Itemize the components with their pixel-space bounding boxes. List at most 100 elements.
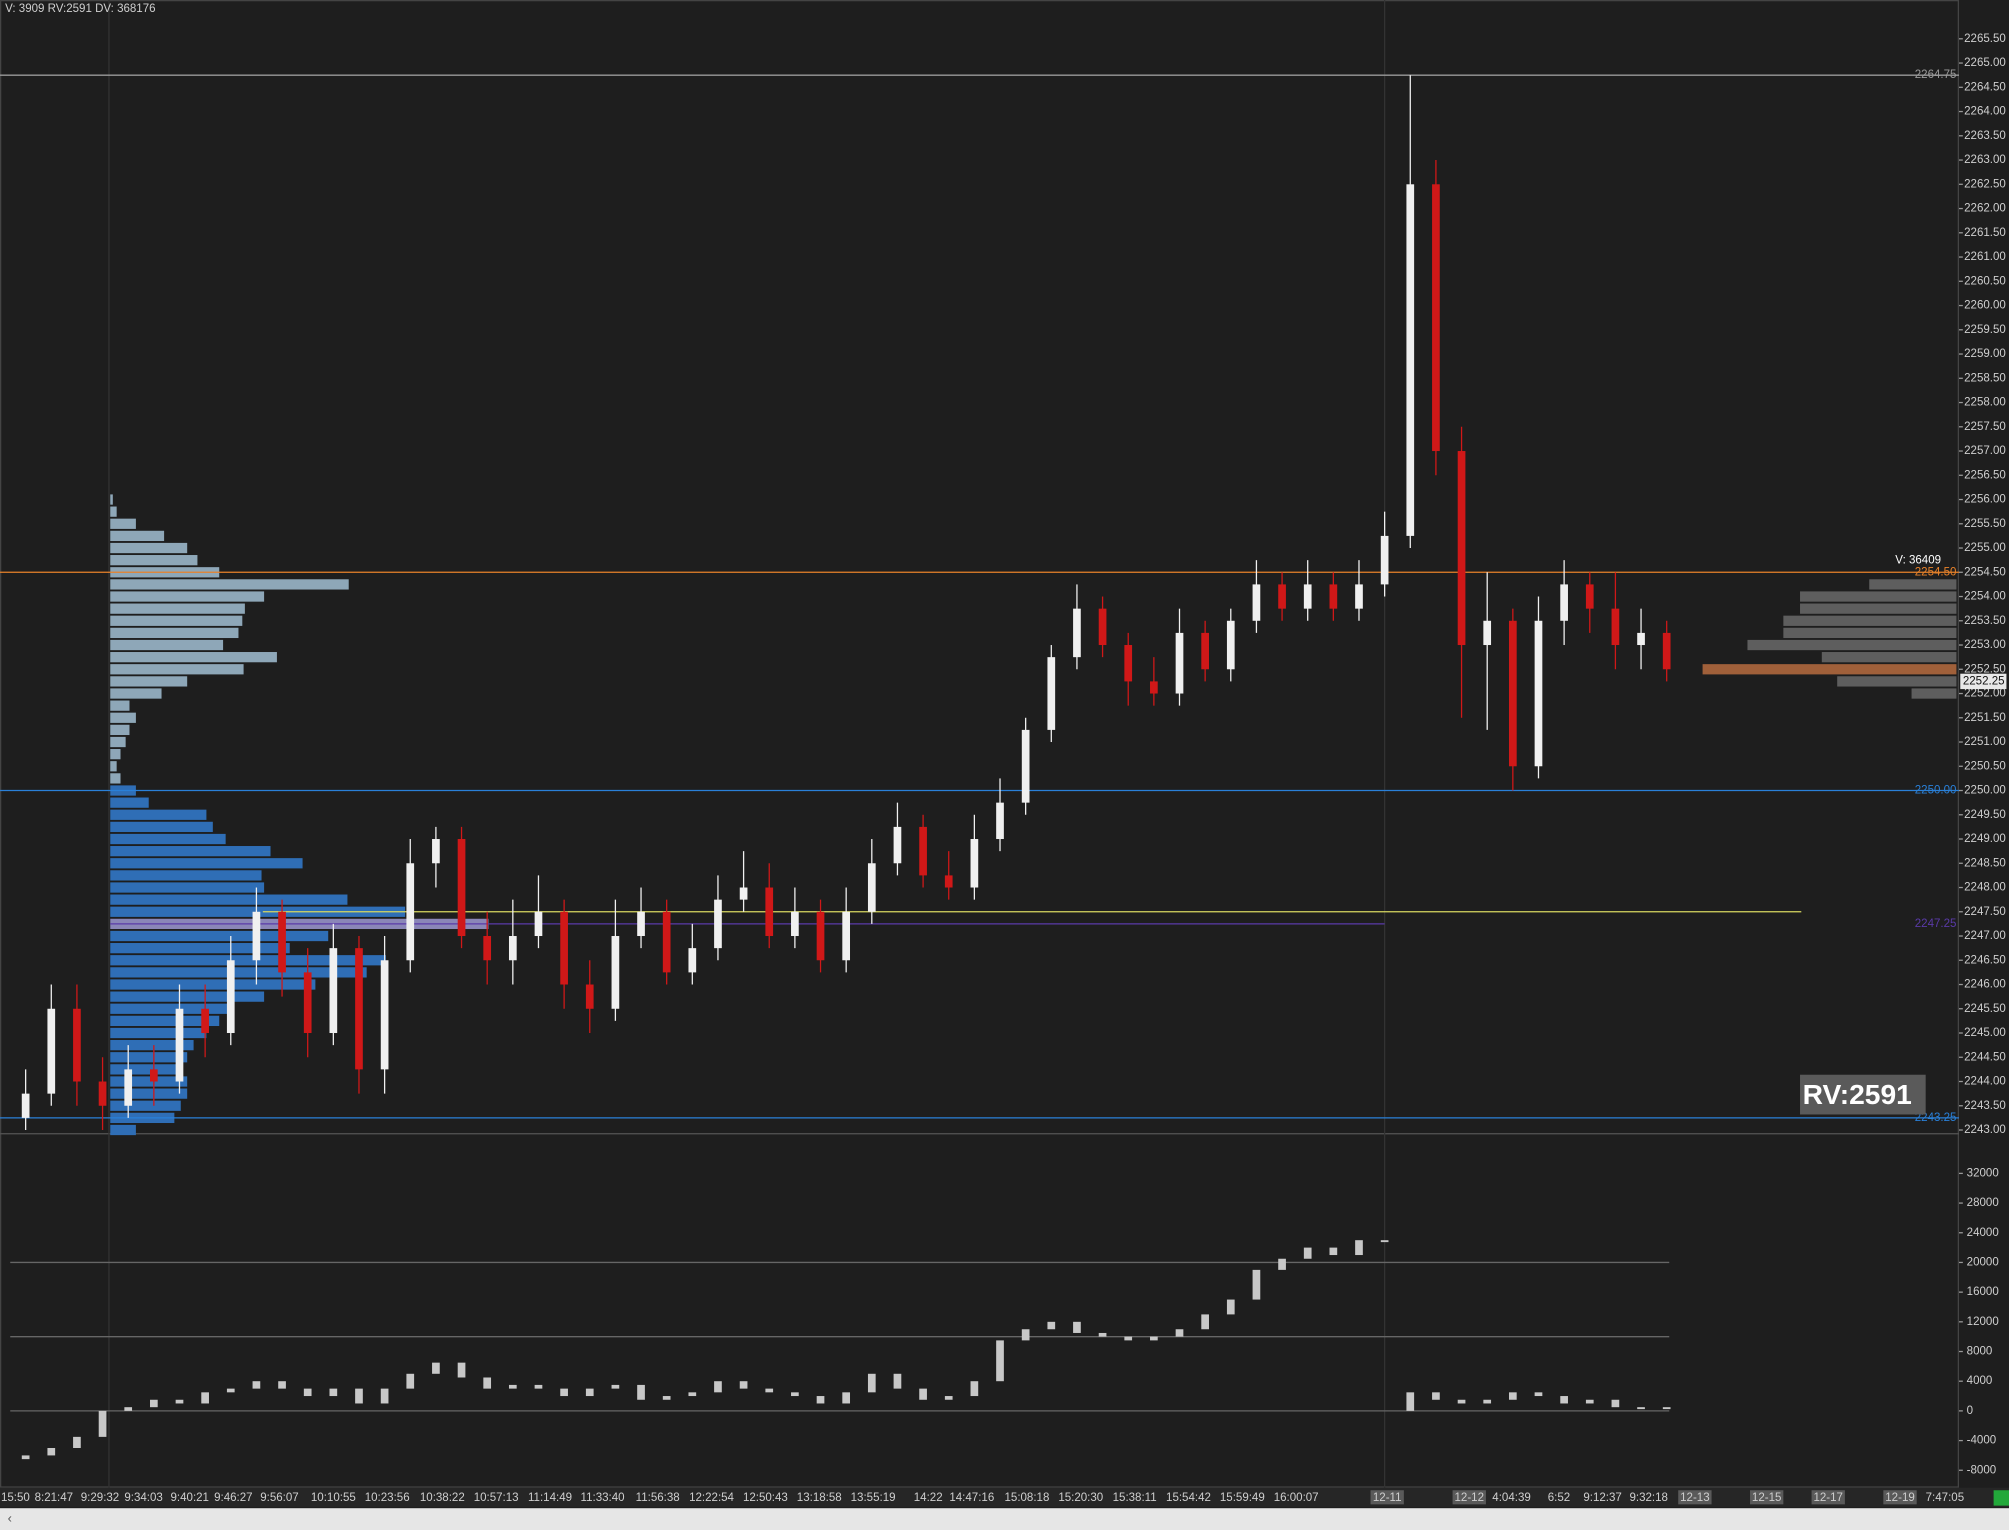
delta-body [1150, 1336, 1158, 1341]
x-tick-label: 15:20:30 [1058, 1492, 1103, 1504]
delta-body [534, 1384, 543, 1389]
x-tick-label: 11:33:40 [581, 1492, 625, 1504]
delta-body [1047, 1321, 1056, 1330]
delta-body [226, 1388, 235, 1393]
candle-body [252, 911, 261, 961]
delta-body [1252, 1269, 1261, 1300]
y-tick-label: 2243.50 [1964, 1100, 2006, 1112]
delta-body [970, 1381, 979, 1397]
y-tick-label: 2247.50 [1964, 906, 2006, 918]
delta-body [73, 1436, 81, 1449]
rv-box-label: RV:2591 [1803, 1078, 1912, 1110]
y-tick-label: 2248.50 [1964, 857, 2006, 869]
candle-body [1226, 620, 1235, 670]
profile-bar [110, 943, 290, 954]
x-tick-label: 12-19 [1885, 1492, 1914, 1504]
candle-body [1380, 535, 1389, 585]
x-tick-label: 11:56:38 [636, 1492, 680, 1504]
y-tick-label: 2252.00 [1964, 688, 2006, 700]
delta-body [739, 1381, 748, 1389]
candle-body [1637, 632, 1645, 646]
delta-body [1073, 1321, 1081, 1333]
delta-body [47, 1448, 56, 1456]
current-price-label: 2252.25 [1963, 675, 2005, 687]
candle-body [98, 1081, 107, 1106]
candle-body [355, 948, 363, 1070]
profile-bar [110, 761, 117, 772]
profile-bar [110, 700, 130, 711]
candle-body [919, 826, 927, 876]
y-tick-label: 2264.50 [1964, 81, 2006, 93]
price-level-label: 2250.00 [1915, 785, 1957, 797]
y-tick-label: 2260.50 [1964, 275, 2006, 287]
candle-body [1047, 657, 1056, 730]
candle-body [1073, 608, 1081, 658]
candle-body [175, 1008, 184, 1082]
y-tick-label: 2253.50 [1964, 615, 2006, 627]
session-profile-bar [1869, 579, 1957, 590]
profile-bar [110, 664, 244, 675]
x-tick-label: 10:23:56 [365, 1492, 410, 1504]
profile-bar [110, 627, 239, 639]
y-tick-label: 2256.00 [1964, 494, 2006, 506]
scrollbar[interactable] [0, 1508, 2009, 1530]
candle-body [1124, 645, 1133, 682]
candle-body [791, 911, 799, 937]
x-tick-label: 9:56:07 [260, 1492, 298, 1504]
delta-body [1406, 1392, 1415, 1411]
x-tick-label: 15:08:18 [1004, 1492, 1049, 1504]
price-level-label: 2254.50 [1915, 566, 1957, 578]
candle-body [1252, 584, 1261, 621]
candle-body [47, 1008, 56, 1094]
header-stats: V: 3909 RV:2591 DV: 368176 [5, 3, 155, 15]
candle-body [21, 1093, 30, 1118]
y-tick-label: 32000 [1967, 1167, 1999, 1179]
delta-body [893, 1373, 902, 1389]
profile-bar [110, 518, 136, 529]
x-tick-label: 12-13 [1680, 1492, 1709, 1504]
delta-body [714, 1381, 722, 1393]
candle-body [1355, 584, 1363, 609]
x-tick-label: 10:57:13 [474, 1492, 519, 1504]
delta-body [175, 1399, 184, 1404]
x-tick-label: 10:10:55 [311, 1492, 356, 1504]
candle-body [303, 972, 312, 1034]
y-tick-label: 12000 [1967, 1316, 1999, 1328]
y-tick-label: 20000 [1967, 1256, 1999, 1268]
delta-body [98, 1410, 107, 1437]
profile-bar [110, 1040, 194, 1051]
date-box [1678, 1490, 1712, 1505]
y-tick-label: 2250.50 [1964, 760, 2006, 772]
price-level-label: 2264.75 [1915, 69, 1957, 81]
profile-bar [110, 967, 367, 978]
rv-box [1800, 1074, 1926, 1115]
profile-bar [110, 555, 198, 566]
candle-body [1457, 451, 1466, 646]
x-tick-label: 8:21:47 [35, 1492, 73, 1504]
candle-body [1611, 608, 1620, 646]
profile-bar [110, 773, 121, 784]
delta-body [765, 1388, 774, 1393]
y-tick-label: 2254.50 [1964, 566, 2006, 578]
y-tick-label: 2255.00 [1964, 542, 2006, 554]
delta-body [1585, 1399, 1594, 1404]
candle-body [739, 887, 748, 900]
y-tick-label: 0 [1967, 1405, 1973, 1417]
profile-bar [110, 1027, 207, 1039]
delta-body [355, 1388, 363, 1404]
x-tick-label: 11:14:49 [528, 1492, 572, 1504]
candle-body [380, 960, 389, 1070]
delta-body [1508, 1392, 1517, 1400]
scroll-left[interactable]: ‹ [8, 1510, 12, 1525]
y-tick-label: 2258.50 [1964, 372, 2006, 384]
profile-bar [110, 542, 188, 554]
delta-body [791, 1392, 799, 1397]
profile-bar [110, 652, 277, 663]
x-tick-label: 10:38:22 [420, 1492, 465, 1504]
profile-bar [110, 579, 349, 590]
y-tick-label: 2244.00 [1964, 1076, 2006, 1088]
delta-body [303, 1388, 312, 1397]
profile-bar [110, 615, 243, 626]
delta-body [1483, 1399, 1492, 1404]
delta-body [688, 1392, 697, 1397]
